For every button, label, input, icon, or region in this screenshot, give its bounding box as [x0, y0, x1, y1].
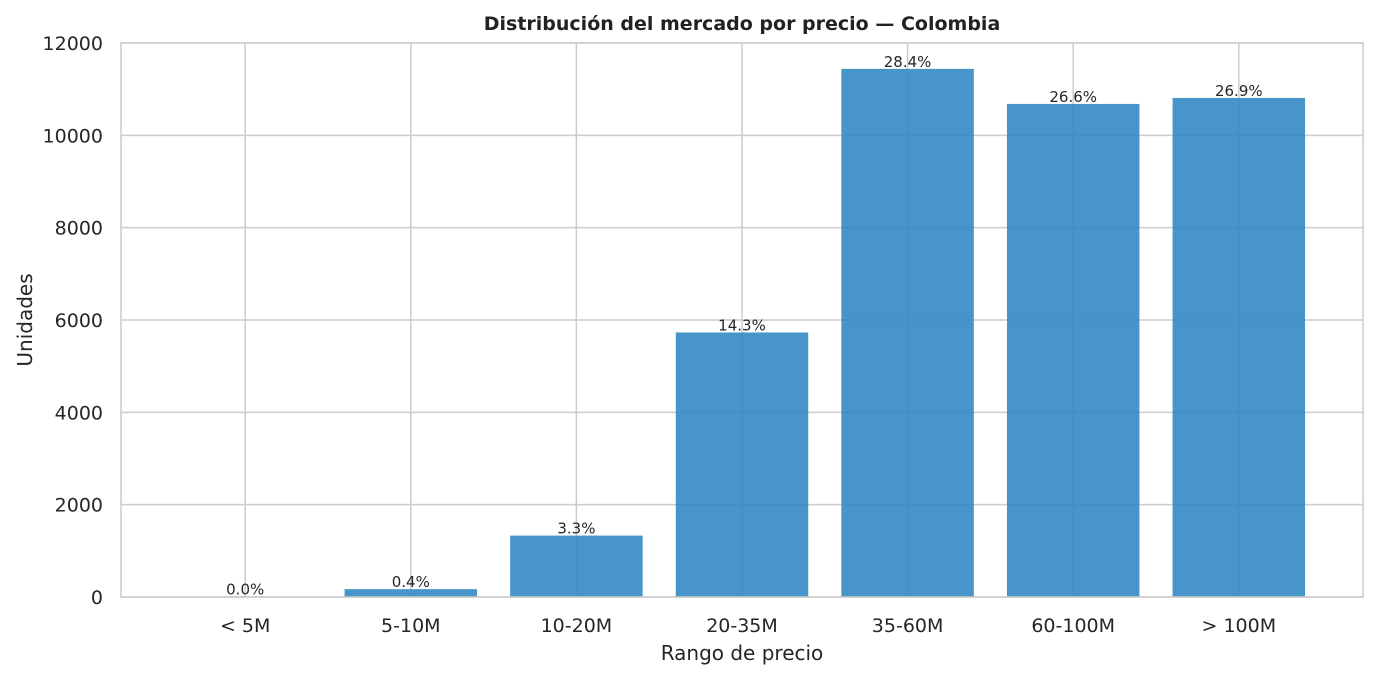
y-tick-label: 8000	[55, 218, 103, 240]
bar	[675, 332, 809, 597]
bar	[841, 68, 974, 597]
x-tick-label: 10-20M	[541, 615, 613, 637]
y-axis-ticks: 0 2000 4000 6000 8000 10000 12000	[43, 33, 103, 609]
plot-frame	[120, 42, 1364, 598]
bar-data-label: 26.6%	[1049, 88, 1097, 106]
y-tick-label: 2000	[55, 495, 103, 517]
bar	[510, 535, 643, 597]
bar	[1006, 103, 1140, 597]
x-axis-label: Rango de precio	[661, 641, 824, 665]
data-labels: 0.0% 0.4% 3.3% 14.3% 28.4% 26.6% 26.9%	[226, 53, 1262, 599]
x-tick-label: 20-35M	[706, 615, 778, 637]
bar	[1172, 97, 1306, 598]
y-tick-label: 6000	[55, 310, 103, 332]
y-tick-label: 10000	[43, 125, 103, 147]
chart-title: Distribución del mercado por precio — Co…	[484, 13, 1001, 35]
y-axis-label: Unidades	[13, 273, 37, 366]
x-tick-label: 35-60M	[872, 615, 944, 637]
y-tick-label: 12000	[43, 33, 103, 55]
bar-data-label: 0.4%	[392, 573, 430, 591]
bar-data-label: 3.3%	[557, 520, 595, 538]
x-tick-label: 5-10M	[381, 615, 441, 637]
x-tick-label: 60-100M	[1031, 615, 1115, 637]
x-axis-ticks: < 5M 5-10M 10-20M 20-35M 35-60M 60-100M > 100M	[220, 615, 1276, 637]
bars	[178, 68, 1306, 598]
y-tick-label: 4000	[55, 402, 103, 424]
y-tick-label: 0	[91, 587, 103, 609]
bar-data-label: 0.0%	[226, 580, 264, 598]
bar-data-label: 26.9%	[1215, 82, 1263, 100]
bar-data-label: 14.3%	[718, 316, 766, 334]
x-tick-label: < 5M	[220, 615, 270, 637]
bar-data-label: 28.4%	[884, 53, 932, 71]
x-tick-label: > 100M	[1201, 615, 1276, 637]
bar	[344, 589, 478, 597]
